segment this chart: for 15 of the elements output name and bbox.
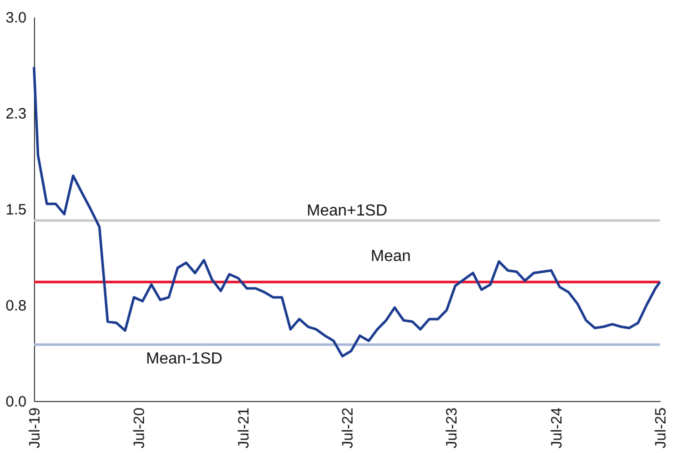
x-tick-label: Jul-21 — [235, 408, 252, 448]
y-tick-label: 3.0 — [6, 10, 26, 26]
ref-line-label: Mean-1SD — [146, 350, 222, 368]
y-tick-label: 0.0 — [6, 394, 26, 410]
ref-line-label: Mean+1SD — [306, 202, 388, 220]
x-tick-label: Jul-23 — [444, 408, 461, 448]
x-tick-label: Jul-24 — [548, 408, 566, 448]
ref-line-label: Mean — [370, 248, 411, 265]
y-tick-label: 0.8 — [6, 298, 26, 314]
x-tick-label: Jul-20 — [131, 408, 148, 448]
y-tick-label: 2.3 — [6, 106, 26, 122]
y-tick-label: 1.5 — [6, 202, 26, 218]
x-tick-label: Jul-22 — [340, 408, 356, 448]
x-tick-label: Jul-25 — [652, 408, 670, 448]
x-tick-label: Jul-19 — [26, 408, 44, 448]
